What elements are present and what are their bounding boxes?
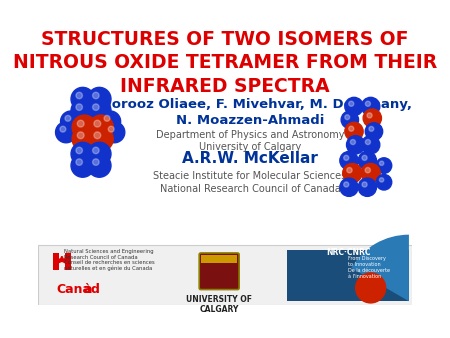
Text: à: à (84, 283, 92, 296)
Circle shape (356, 273, 386, 303)
Circle shape (61, 111, 81, 132)
Circle shape (88, 142, 111, 166)
Text: Natural Sciences and Engineering
Research Council of Canada: Natural Sciences and Engineering Researc… (64, 249, 154, 260)
Circle shape (376, 158, 392, 173)
Circle shape (72, 127, 97, 151)
FancyBboxPatch shape (288, 250, 409, 301)
Circle shape (71, 154, 94, 177)
Text: UNIVERSITY OF
CALGARY: UNIVERSITY OF CALGARY (186, 295, 252, 314)
Circle shape (363, 109, 382, 127)
Circle shape (379, 178, 384, 182)
Circle shape (93, 159, 99, 165)
Circle shape (358, 178, 377, 196)
Circle shape (77, 132, 84, 139)
Circle shape (376, 174, 392, 190)
Circle shape (361, 164, 380, 183)
Circle shape (94, 132, 101, 139)
Circle shape (341, 111, 359, 128)
Circle shape (344, 182, 349, 187)
Circle shape (71, 99, 94, 122)
Text: A.R.W. McKellar: A.R.W. McKellar (182, 151, 318, 166)
Circle shape (72, 115, 97, 140)
Circle shape (104, 115, 110, 121)
FancyBboxPatch shape (199, 253, 239, 290)
Circle shape (362, 155, 367, 161)
Circle shape (379, 161, 384, 165)
Circle shape (340, 151, 358, 170)
Circle shape (89, 115, 113, 140)
FancyBboxPatch shape (53, 253, 59, 270)
Circle shape (65, 115, 71, 121)
Circle shape (108, 126, 114, 132)
Text: Conseil de recherches en sciences
naturelles et en génie du Canada: Conseil de recherches en sciences nature… (64, 260, 155, 271)
Circle shape (94, 120, 101, 127)
Text: STRUCTURES OF TWO ISOMERS OF
NITROUS OXIDE TETRAMER FROM THEIR
INFRARED SPECTRA: STRUCTURES OF TWO ISOMERS OF NITROUS OXI… (13, 30, 437, 96)
FancyBboxPatch shape (38, 245, 412, 305)
Circle shape (358, 151, 377, 170)
Circle shape (88, 87, 111, 111)
Circle shape (347, 168, 352, 173)
Text: From Discovery
to Innovation
De la découverte
à l'innovation: From Discovery to Innovation De la décou… (348, 256, 390, 279)
Circle shape (340, 178, 358, 196)
Circle shape (77, 120, 84, 127)
Circle shape (365, 140, 370, 145)
Circle shape (93, 104, 99, 111)
FancyBboxPatch shape (201, 255, 238, 263)
Circle shape (349, 101, 354, 106)
Circle shape (88, 154, 111, 177)
Circle shape (361, 136, 380, 154)
Circle shape (104, 122, 125, 143)
Circle shape (344, 155, 349, 161)
Circle shape (76, 159, 82, 165)
Circle shape (99, 111, 121, 132)
Circle shape (76, 92, 82, 99)
Circle shape (365, 123, 382, 140)
Circle shape (93, 92, 99, 99)
Circle shape (345, 97, 363, 116)
Circle shape (71, 142, 94, 166)
Circle shape (365, 101, 370, 106)
Circle shape (367, 113, 372, 118)
Text: Steacie Institute for Molecular Sciences
National Research Council of Canada: Steacie Institute for Molecular Sciences… (153, 171, 346, 194)
Circle shape (351, 140, 356, 145)
Polygon shape (58, 256, 66, 263)
Circle shape (346, 136, 365, 154)
Circle shape (76, 104, 82, 111)
Circle shape (93, 147, 99, 154)
Circle shape (76, 147, 82, 154)
Circle shape (362, 182, 367, 187)
Wedge shape (351, 235, 409, 301)
Circle shape (365, 168, 370, 173)
Text: J. Norooz Oliaee, F. Mivehvar, M. Dehghany,
N. Moazzen-Ahmadi: J. Norooz Oliaee, F. Mivehvar, M. Dehgha… (87, 98, 413, 127)
Text: NRC·CNRC: NRC·CNRC (326, 248, 370, 257)
Circle shape (345, 122, 363, 141)
Circle shape (349, 126, 354, 131)
Circle shape (345, 115, 350, 120)
Circle shape (369, 126, 374, 131)
Circle shape (89, 127, 113, 151)
Circle shape (71, 87, 94, 111)
Circle shape (361, 97, 380, 116)
Circle shape (88, 99, 111, 122)
Circle shape (343, 164, 362, 183)
Circle shape (55, 122, 76, 143)
Text: Canad: Canad (56, 283, 100, 296)
Text: Department of Physics and Astronomy
University of Calgary: Department of Physics and Astronomy Univ… (156, 130, 344, 152)
FancyBboxPatch shape (65, 253, 71, 270)
Circle shape (60, 126, 66, 132)
